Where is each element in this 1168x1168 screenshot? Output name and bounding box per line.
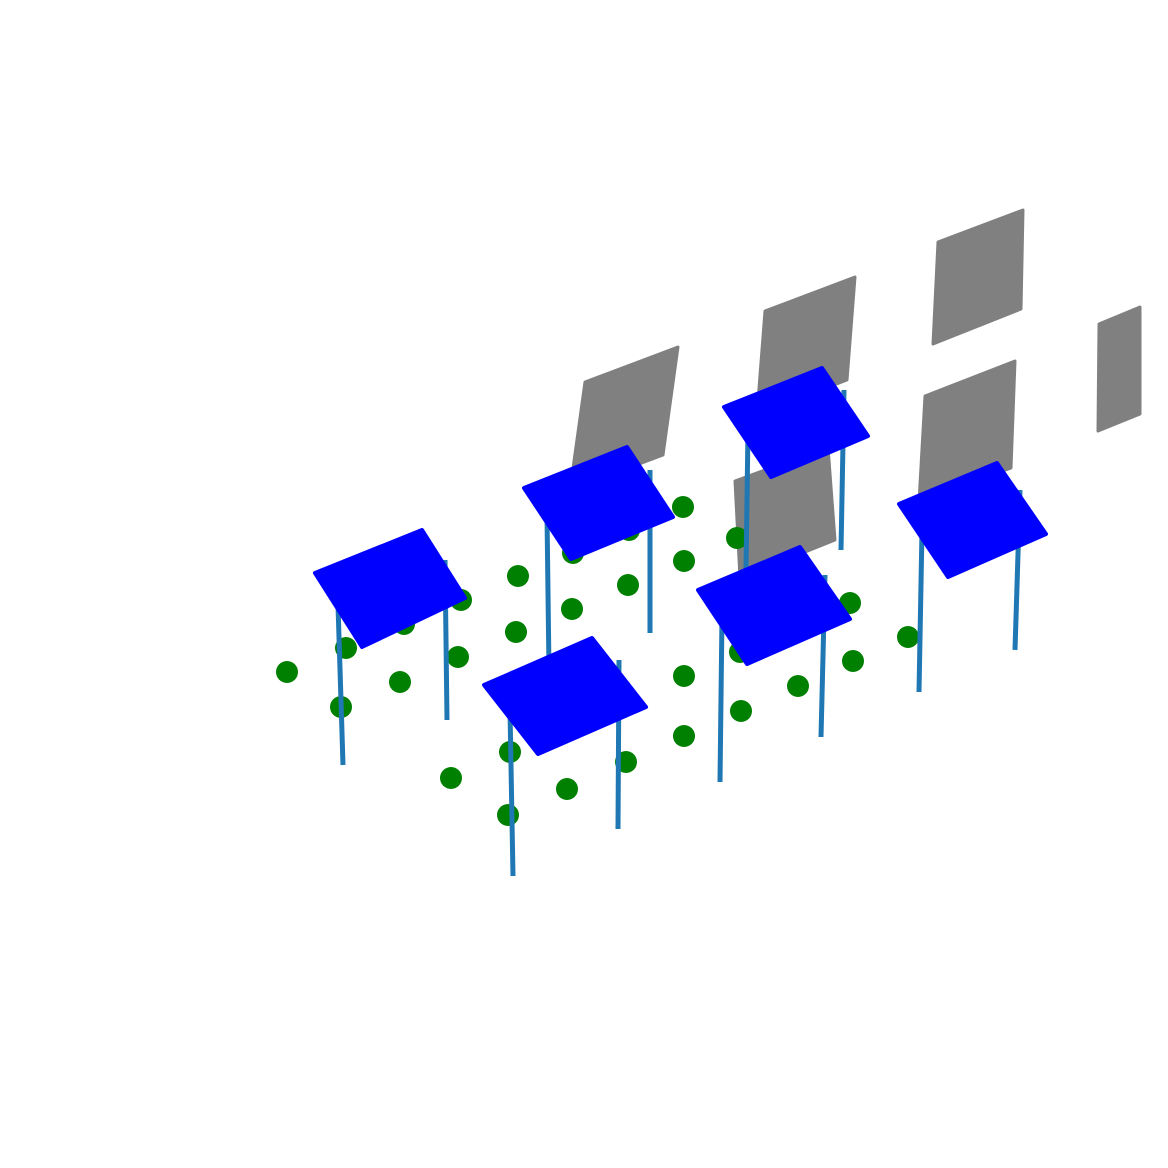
ground-point: [673, 550, 695, 572]
ground-point: [507, 565, 529, 587]
support-post: [916, 529, 925, 693]
ground-point: [730, 700, 752, 722]
shadow-layer: [568, 208, 1142, 580]
ground-point: [672, 496, 694, 518]
ground-point: [842, 650, 864, 672]
solar-panel: [696, 545, 852, 666]
solar-panel: [522, 445, 675, 561]
ground-point: [897, 626, 919, 648]
solar-panel: [897, 461, 1048, 579]
ground-point: [673, 725, 695, 747]
ground-point: [505, 621, 527, 643]
solar-panel: [313, 528, 467, 649]
shadow-panel: [1096, 305, 1142, 433]
ground-point: [276, 661, 298, 683]
solar-panel: [722, 366, 870, 479]
ground-point: [726, 527, 748, 549]
ground-point: [561, 598, 583, 620]
solar-panel: [482, 636, 648, 756]
ground-point: [440, 767, 462, 789]
ground-point: [497, 804, 519, 826]
panel-layer: [313, 366, 1048, 756]
ground-point: [673, 665, 695, 687]
shadow-panel: [568, 345, 680, 492]
support-post: [544, 514, 552, 671]
support-post: [717, 614, 725, 783]
ground-point: [447, 646, 469, 668]
support-post: [743, 429, 751, 571]
post-layer: [335, 389, 1023, 877]
ground-point: [787, 675, 809, 697]
ground-point: [556, 778, 578, 800]
ground-point: [617, 574, 639, 596]
support-post: [507, 709, 516, 877]
shadow-panel: [931, 208, 1025, 346]
ground-point: [389, 671, 411, 693]
support-post: [335, 604, 346, 766]
